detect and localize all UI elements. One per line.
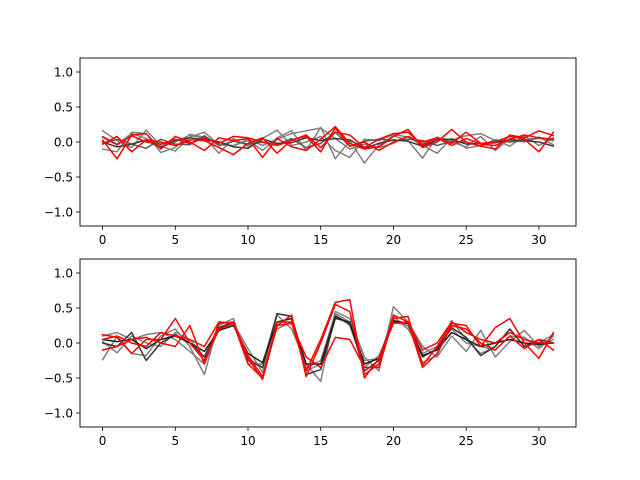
x-tick-label: 20 [386,233,401,247]
y-tick-label: 0.5 [54,100,73,114]
y-tick-label: −1.0 [44,205,73,219]
y-tick-label: −0.5 [44,371,73,385]
series-line-6 [101,125,555,160]
x-tick-label: 0 [99,434,107,448]
y-tick-label: 1.0 [54,65,73,79]
series-line-6 [101,303,555,378]
x-tick-label: 20 [386,434,401,448]
y-tick-label: −1.0 [44,406,73,420]
x-tick-label: 25 [459,233,474,247]
y-tick-label: 0.0 [54,135,73,149]
y-tick-label: 0.0 [54,336,73,350]
series-line-8 [101,127,555,156]
series-group [101,298,555,383]
x-tick-label: 0 [99,233,107,247]
x-tick-label: 30 [531,434,546,448]
y-tick-label: −0.5 [44,170,73,184]
subplot-top: 0 5 10 15 20 25 30 −1.0 −0.5 0.0 0.5 1.0 [44,57,577,247]
x-tick-label: 25 [459,434,474,448]
series-line-8 [101,298,555,379]
series-line-7 [101,315,555,381]
x-tick-label: 15 [313,233,328,247]
x-tick-label: 15 [313,434,328,448]
y-tick-label: 1.0 [54,266,73,280]
x-tick-label: 10 [240,434,255,448]
x-tick-label: 5 [171,233,179,247]
x-tick-label: 30 [531,233,546,247]
x-tick-label: 10 [240,233,255,247]
series-group [101,125,555,164]
y-tick-label: 0.5 [54,301,73,315]
x-tick-label: 5 [171,434,179,448]
subplot-bottom: 0 5 10 15 20 25 30 −1.0 −0.5 0.0 0.5 1.0 [44,258,577,448]
